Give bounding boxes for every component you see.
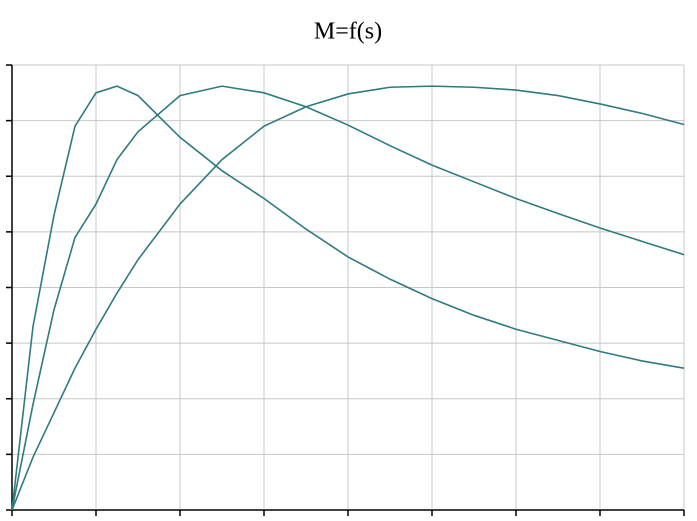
chart-title: M=f(s) — [314, 19, 382, 45]
series-line — [11, 85, 685, 511]
series-line — [11, 85, 685, 511]
series-line — [11, 85, 685, 511]
